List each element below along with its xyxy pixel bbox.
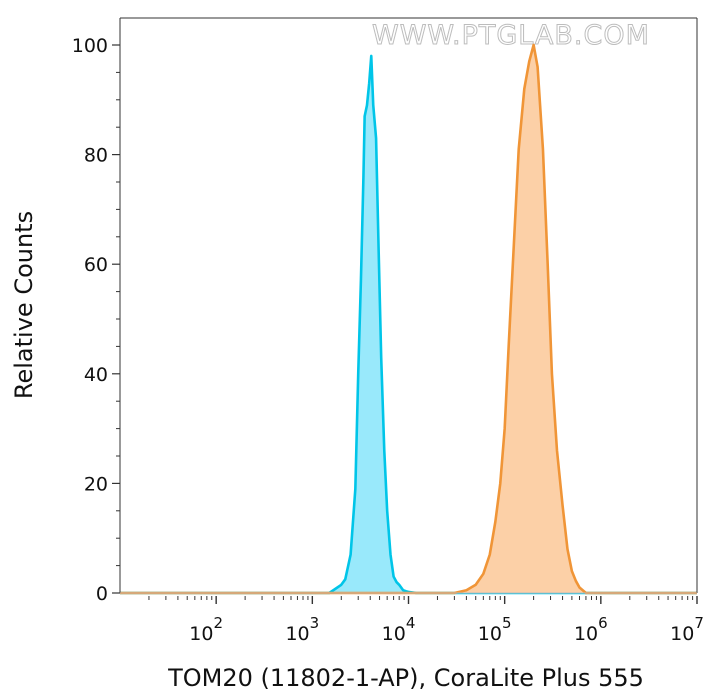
x-tick-label: 106 <box>574 614 608 645</box>
x-tick-base: 10 <box>189 623 213 645</box>
x-tick-label: 102 <box>189 614 223 645</box>
y-tick-label: 60 <box>84 254 108 276</box>
y-tick-label: 20 <box>84 473 108 495</box>
x-tick-base: 10 <box>574 623 598 645</box>
x-axis-title: TOM20 (11802-1-AP), CoraLite Plus 555 <box>167 664 644 692</box>
x-tick-exponent: 7 <box>694 614 704 632</box>
x-tick-base: 10 <box>285 623 309 645</box>
x-tick-label: 105 <box>478 614 512 645</box>
y-axis-title: Relative Counts <box>10 211 38 399</box>
x-tick-exponent: 6 <box>598 614 608 632</box>
x-tick-base: 10 <box>382 623 406 645</box>
x-tick-label: 103 <box>285 614 319 645</box>
series-2-line <box>120 43 697 595</box>
x-tick-base: 10 <box>670 623 694 645</box>
series-1-fill <box>120 55 697 593</box>
x-tick-exponent: 3 <box>310 614 320 632</box>
x-tick-exponent: 2 <box>213 614 223 632</box>
y-tick-label: 0 <box>96 583 108 605</box>
y-tick-label: 80 <box>84 145 108 167</box>
series-2-fill <box>120 45 697 593</box>
x-tick-exponent: 4 <box>406 614 416 632</box>
x-tick-label: 107 <box>670 614 704 645</box>
y-tick-label: 100 <box>72 35 108 57</box>
series-1-line <box>120 54 697 595</box>
x-tick-exponent: 5 <box>502 614 512 632</box>
y-tick-label: 40 <box>84 364 108 386</box>
watermark-text: WWW.PTGLAB.COM <box>372 20 650 51</box>
x-tick-label: 104 <box>382 614 416 645</box>
x-tick-base: 10 <box>478 623 502 645</box>
